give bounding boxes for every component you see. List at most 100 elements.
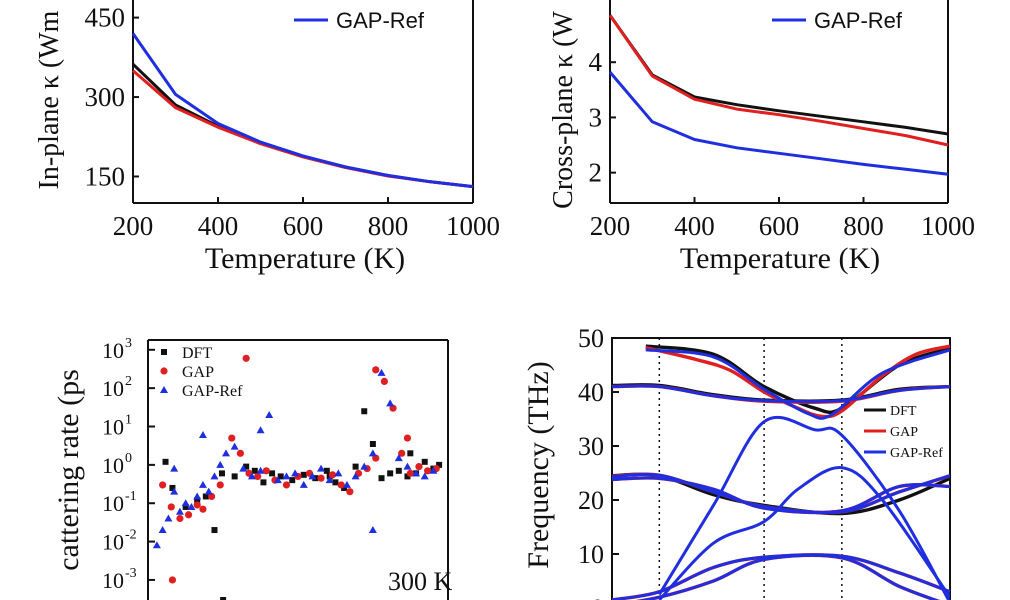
y-tick-label: 10 [102, 491, 124, 516]
band-gap [635, 553, 941, 600]
data-point-gap-ref [256, 466, 265, 474]
data-point-gap-ref [247, 472, 256, 480]
panel-phonon-dispersion: Frequency (THz) 0 10 20 30 40 50 DFT GAP GAP-Ref [522, 324, 951, 600]
data-point-gap [168, 576, 177, 584]
data-point-gap-ref [175, 507, 184, 515]
data-point-gap-ref [334, 469, 343, 477]
data-point-gap-ref [368, 526, 377, 534]
data-point-gap-ref [377, 368, 386, 376]
data-point-gap-ref [403, 462, 412, 470]
y-tick-label: 2 [589, 158, 603, 188]
data-point-dft [251, 467, 258, 474]
scattering-y-axis-label: cattering rate (ps [52, 369, 85, 571]
data-point-gap-ref [299, 480, 308, 488]
data-point-gap-ref [420, 472, 429, 480]
x-axis-label: Temperature (K) [205, 242, 405, 275]
y-tick-exponent: 3 [125, 336, 132, 351]
y-tick-exponent: 2 [125, 374, 132, 389]
data-point-gap [184, 511, 193, 519]
data-point-dft [218, 470, 225, 477]
legend-label: GAP-Ref [182, 383, 243, 400]
legend-label: GAP-Ref [814, 8, 903, 33]
data-point-gap [398, 449, 406, 457]
temperature-annotation: 300 K [388, 567, 453, 596]
x-tick-label: 200 [113, 211, 154, 241]
x-tick-label: 600 [283, 211, 324, 241]
data-point-gap [228, 434, 236, 442]
data-point-dft [269, 470, 276, 477]
data-point-gap [176, 514, 184, 523]
y-tick-label: 10 [102, 415, 124, 440]
y-tick-label: 300 [85, 82, 126, 112]
data-point-dft [361, 408, 368, 415]
data-point-gap-ref [394, 454, 403, 462]
data-point-dft [243, 463, 250, 470]
data-point-dft [169, 484, 176, 491]
data-point-dft [182, 503, 189, 510]
y-tick-label: 450 [85, 3, 126, 33]
legend-label: GAP [182, 364, 214, 381]
data-point-gap-ref [412, 469, 421, 477]
data-point-gap-ref [317, 464, 326, 472]
x-tick-label: 200 [590, 211, 631, 241]
cross-plane-y-axis-label: Cross-plane κ (W [548, 11, 579, 209]
y-tick-exponent: -1 [125, 489, 137, 504]
band-gap-ref [658, 466, 950, 600]
data-point-dft [436, 461, 443, 468]
y-tick-exponent: 1 [125, 413, 132, 428]
series-line-gap-ref [131, 32, 474, 189]
legend-label: DFT [890, 404, 917, 419]
data-point-dft [395, 467, 402, 474]
data-point-dft [341, 484, 348, 491]
y-tick-label: 20 [578, 486, 604, 515]
data-point-gap [193, 501, 201, 509]
data-point-gap [216, 481, 224, 489]
y-tick-exponent: -3 [125, 566, 137, 581]
data-point-gap-ref [152, 541, 161, 549]
data-point-gap-ref [204, 487, 213, 495]
data-point-dft [404, 473, 411, 480]
data-point-gap [372, 366, 380, 374]
y-tick-label: 10 [102, 376, 124, 401]
data-point-gap-ref [342, 480, 351, 488]
legend-marker [160, 386, 168, 393]
data-point-gap [403, 434, 412, 442]
x-tick-label: 1000 [921, 211, 975, 241]
x-tick-label: 400 [674, 211, 715, 241]
data-point-gap-ref [158, 526, 167, 534]
data-point-gap-ref [282, 472, 291, 480]
legend-label: GAP-Ref [890, 446, 943, 461]
data-point-dft [332, 479, 339, 486]
panel-cross-plane-kappa: Cross-plane κ (W Temperature (K) 200 400 6… [548, 0, 975, 275]
data-point-dft [194, 497, 201, 504]
frequency-y-axis-label: Frequency (THz) [522, 361, 555, 568]
series-line-gap-ref [608, 71, 949, 176]
y-tick-label: 10 [102, 530, 124, 555]
x-axis-label: Temperature (K) [680, 242, 880, 275]
series-line-gap [608, 14, 949, 147]
data-point-gap-ref [325, 476, 334, 484]
data-point-gap-ref [193, 492, 202, 500]
data-point-gap [380, 377, 388, 385]
data-point-dft [369, 440, 376, 447]
legend-marker [161, 349, 167, 355]
legend-label: DFT [182, 345, 212, 362]
data-point-gap-ref [198, 431, 207, 439]
plot-frame [611, 337, 951, 600]
data-point-dft [277, 473, 284, 480]
data-point-dft [289, 477, 296, 484]
data-point-dft [202, 493, 209, 500]
data-point-dft [407, 450, 414, 457]
band-gap-ref [612, 553, 950, 600]
data-point-gap-ref [230, 442, 239, 450]
data-point-gap [262, 467, 270, 475]
x-tick-label: 800 [843, 211, 884, 241]
data-point-dft [220, 597, 227, 600]
x-tick-label: 800 [368, 211, 409, 241]
data-point-gap-ref [265, 410, 274, 418]
in-plane-y-axis-label: In-plane κ (Wm [34, 10, 65, 189]
data-point-gap-ref [239, 464, 248, 472]
data-point-gap [242, 354, 250, 362]
legend-marker [160, 367, 168, 375]
